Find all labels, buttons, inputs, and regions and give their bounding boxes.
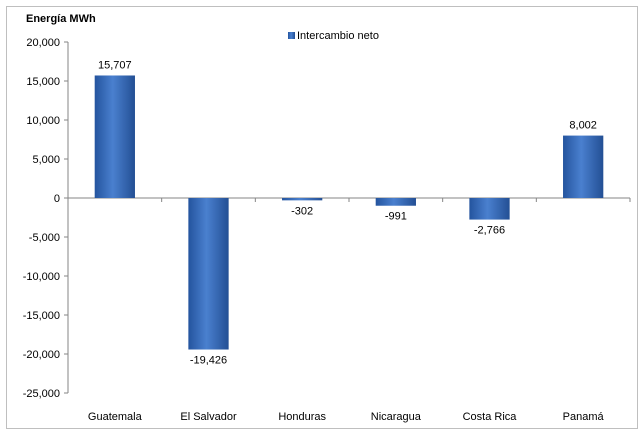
- bar: [282, 198, 323, 201]
- legend-swatch: [288, 32, 295, 39]
- axes: [67, 42, 630, 393]
- y-tick-label: -20,000: [23, 349, 60, 361]
- bar: [563, 135, 604, 198]
- y-tick-label: -5,000: [29, 232, 60, 244]
- x-category-label: Nicaragua: [371, 411, 422, 423]
- x-axis-categories: Guatemala El Salvador Honduras Nicaragua Cos…: [88, 198, 631, 423]
- legend-label: Intercambio neto: [297, 30, 379, 42]
- x-category-label: Costa Rica: [463, 411, 518, 423]
- y-tick-label: -10,000: [23, 271, 60, 283]
- data-label: -302: [291, 205, 313, 217]
- data-label: -2,766: [474, 225, 505, 237]
- bar: [94, 75, 135, 198]
- data-label: 8,002: [569, 120, 597, 132]
- data-labels: 15,707 -19,426 -302 -991 -2,766 8,002: [98, 59, 597, 366]
- y-tick-label: 5,000: [32, 154, 60, 166]
- bar: [188, 198, 229, 350]
- y-tick-label: 15,000: [26, 76, 60, 88]
- y-axis-label: Energía MWh: [26, 13, 96, 25]
- bars: [94, 75, 604, 350]
- x-category-label: Guatemala: [88, 411, 143, 423]
- y-tick-label: -15,000: [23, 310, 60, 322]
- data-label: 15,707: [98, 59, 132, 71]
- bar: [375, 198, 416, 206]
- data-label: -991: [385, 211, 407, 223]
- y-tick-label: -25,000: [23, 388, 60, 400]
- data-label: -19,426: [190, 355, 227, 367]
- x-category-label: Honduras: [278, 411, 326, 423]
- y-tick-label: 0: [54, 193, 60, 205]
- x-category-label: El Salvador: [180, 411, 237, 423]
- bar: [469, 198, 510, 220]
- legend: Intercambio neto: [288, 30, 379, 42]
- x-category-label: Panamá: [563, 411, 605, 423]
- y-axis-ticks: 20,000 15,000 10,000 5,000 0 -5,000 -10,000 -15…: [23, 37, 68, 400]
- y-tick-label: 10,000: [26, 115, 60, 127]
- y-tick-label: 20,000: [26, 37, 60, 49]
